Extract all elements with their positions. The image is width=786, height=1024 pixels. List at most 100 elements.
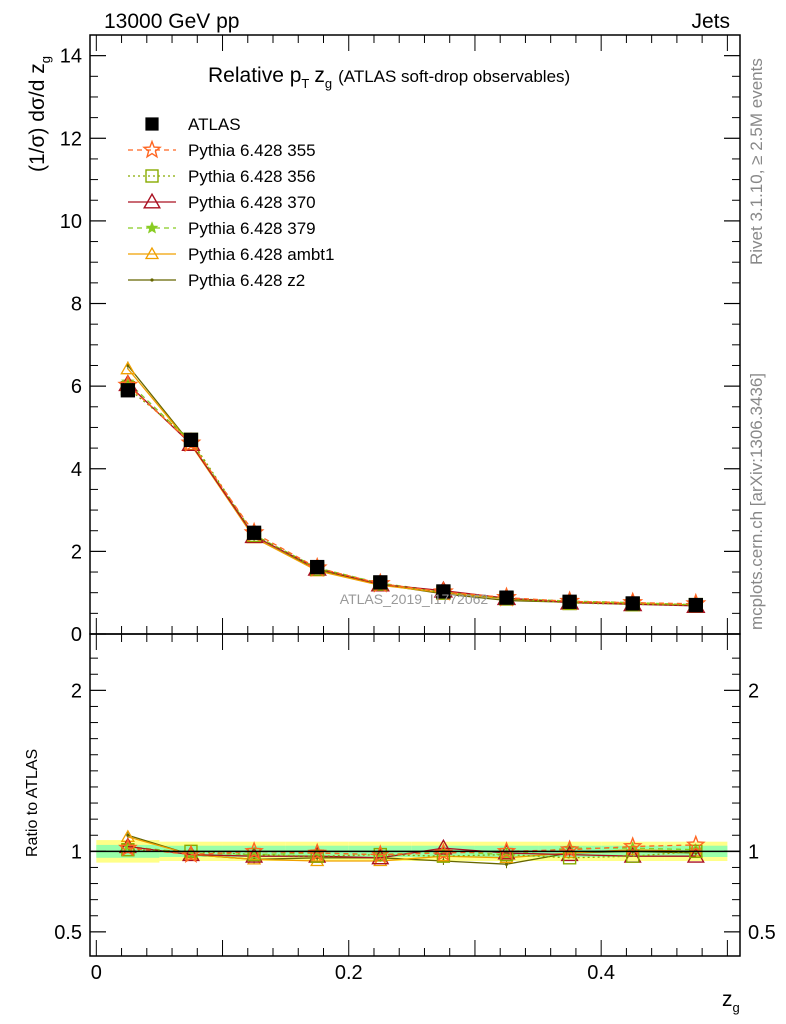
main-ytick-label: 14: [60, 46, 82, 68]
point-p355-7: [559, 839, 580, 859]
point-p370-9: [686, 846, 705, 863]
legend-item-p370: Pythia 6.428 370: [128, 192, 316, 212]
header-right-label: Jets: [691, 10, 730, 33]
point-ambt1-3: [310, 853, 325, 867]
series-line-p370: [127, 383, 696, 607]
legend-label-data: ATLAS: [188, 115, 241, 134]
legend-marker-p379: [145, 221, 159, 234]
main-y-axis-label: (1/σ) dσ/d zg: [26, 56, 53, 172]
x-axis-label: zg: [722, 988, 740, 1015]
series-line-z2: [127, 365, 696, 607]
point-p356-5: [436, 849, 451, 863]
point-data-7: [562, 594, 577, 609]
point-ambt1-0: [120, 360, 136, 375]
legend-label-p370: Pythia 6.428 370: [188, 193, 316, 212]
legend-marker-z2: [150, 278, 154, 282]
ratio-ytick-label: 2: [71, 680, 82, 702]
point-p355-8: [622, 836, 643, 855]
xtick-label: 0.4: [587, 962, 615, 984]
point-data-0: [120, 383, 136, 398]
series-z2: [126, 361, 698, 610]
title-rest: (ATLAS soft-drop observables): [338, 67, 570, 86]
point-p356-6: [499, 847, 514, 862]
mcplots-label: mcplots.cern.ch [arXiv:1306.3436]: [747, 373, 766, 630]
legend-label-p379: Pythia 6.428 379: [188, 219, 316, 238]
legend-marker-p355: [142, 139, 162, 159]
point-data-5: [436, 584, 451, 599]
series-p355: [117, 374, 707, 613]
point-data-6: [499, 590, 514, 605]
point-p356-0: [121, 843, 135, 857]
x-axis-label-text: z: [722, 988, 733, 1011]
legend-label-z2: Pythia 6.428 z2: [188, 271, 305, 290]
point-data-4: [373, 575, 388, 590]
main-ytick-label: 10: [60, 211, 82, 233]
ratio-ytick-label: 0.5: [54, 922, 82, 944]
series-p356: [120, 381, 704, 613]
title-sub-g: g: [325, 76, 332, 91]
ratio-frame: [89, 633, 741, 957]
legend-marker-data: [145, 117, 159, 131]
title-z: z: [314, 64, 325, 87]
main-ytick-label: 6: [71, 376, 82, 398]
series-p379: [121, 374, 703, 611]
point-data-1: [183, 432, 199, 447]
legend-item-z2: Pythia 6.428 z2: [128, 271, 305, 290]
point-z2-6: [504, 862, 509, 866]
legend-item-p379: Pythia 6.428 379: [128, 219, 316, 238]
main-ytick-label: 8: [71, 294, 82, 316]
legend-marker-p356: [145, 169, 159, 183]
series-line-p370: [127, 845, 696, 859]
series-line-p379: [127, 381, 696, 606]
point-data-9: [688, 597, 703, 613]
series-line-ambt1: [127, 368, 696, 606]
point-data-2: [246, 525, 262, 540]
main-ytick-label: 12: [60, 128, 82, 150]
xtick-label: 0: [91, 962, 102, 984]
main-series-layer: [117, 360, 707, 613]
series-line-p355: [127, 384, 696, 605]
ratio-ytick-label-right: 1: [748, 841, 759, 863]
legend-label-p356: Pythia 6.428 356: [188, 167, 316, 186]
series-ambt1: [120, 360, 704, 611]
series-p370: [118, 374, 706, 613]
legend-label-ambt1: Pythia 6.428 ambt1: [188, 245, 334, 264]
ratio-y-axis-label: Ratio to ATLAS: [24, 749, 41, 857]
ratio-ytick-label-right: 2: [748, 680, 759, 702]
main-ytick-label: 4: [71, 459, 82, 481]
point-p356-2: [247, 847, 261, 862]
legend-label-p355: Pythia 6.428 355: [188, 141, 316, 160]
point-p355-3: [307, 842, 328, 862]
main-y-axis-label-sub: g: [38, 56, 53, 63]
legend: ATLAS Pythia 6.428 355 Pythia 6.428 356 Pyt…: [128, 115, 334, 290]
point-data-3: [310, 559, 325, 575]
point-p355-9: [685, 834, 706, 854]
legend-marker-p370: [142, 192, 162, 209]
point-ambt1-8: [625, 842, 640, 855]
xtick-label: 0.2: [335, 962, 363, 984]
main-ytick-label: 0: [71, 624, 82, 646]
watermark-label: ATLAS_2019_I1772062: [340, 591, 489, 607]
legend-item-ambt1: Pythia 6.428 ambt1: [128, 245, 334, 264]
header-left-label: 13000 GeV pp: [104, 10, 239, 33]
series-line-p356: [127, 387, 696, 606]
legend-item-p355: Pythia 6.428 355: [128, 139, 316, 160]
ratio-series-layer: [90, 829, 740, 869]
series-data: [120, 383, 703, 613]
point-z2-0: [126, 833, 130, 837]
main-y-axis-label-text: (1/σ) dσ/d z: [26, 63, 49, 172]
point-p370-1: [181, 845, 200, 862]
series-line-p379: [127, 845, 696, 856]
point-p355-6: [496, 841, 517, 860]
plot-title: Relative pT zg (ATLAS soft-drop observable…: [208, 64, 570, 91]
point-p355-2: [244, 841, 264, 860]
point-data-8: [625, 596, 640, 611]
ratio-ytick-label-right: 0.5: [748, 922, 776, 944]
legend-marker-ambt1: [144, 246, 160, 260]
main-ytick-label: 2: [71, 541, 82, 563]
rivet-version-label: Rivet 3.1.10, ≥ 2.5M events: [747, 58, 766, 265]
legend-item-data: ATLAS: [145, 115, 241, 134]
ratio-ytick-label: 1: [71, 841, 82, 863]
ratio-axes: 0 0.2 0.4 0.5 0.5 1 1 2 2: [54, 633, 776, 984]
